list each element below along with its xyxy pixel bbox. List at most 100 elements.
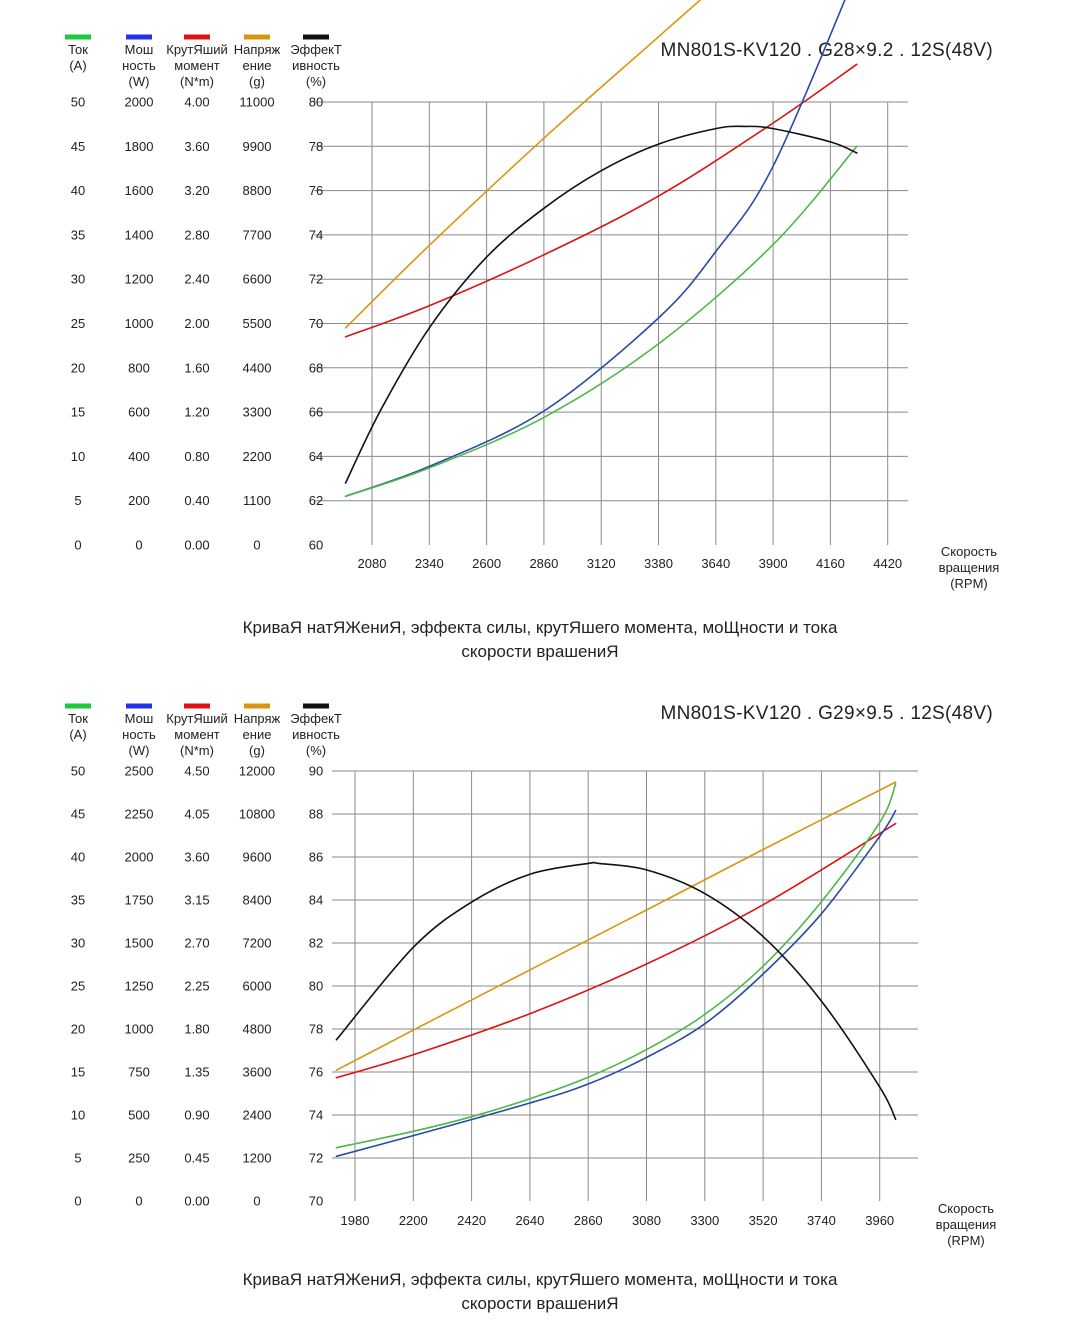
- chart-caption: скорости врашениЯ: [461, 642, 618, 661]
- axis-header-thrust: ение: [243, 58, 272, 73]
- y-tick-label-current: 5: [74, 1151, 81, 1166]
- y-tick-label-current: 50: [71, 764, 85, 779]
- axis-header-torque: КрутЯший: [166, 42, 227, 57]
- y-tick-label-thrust: 6000: [243, 979, 272, 994]
- y-tick-label-thrust: 12000: [239, 764, 275, 779]
- x-tick-label: 3900: [759, 556, 788, 571]
- y-tick-label-torque: 2.80: [184, 227, 209, 242]
- y-tick-label-current: 0: [74, 1194, 81, 1209]
- y-tick-label-efficiency: 86: [309, 850, 323, 865]
- series-line-current: [344, 145, 858, 498]
- y-tick-label-efficiency: 70: [309, 1194, 323, 1209]
- axis-header-current: (A): [69, 727, 86, 742]
- y-tick-label-power: 2250: [125, 807, 154, 822]
- y-tick-label-current: 35: [71, 227, 85, 242]
- legend-swatch-thrust: [244, 703, 270, 709]
- axis-header-power: ность: [122, 727, 156, 742]
- y-tick-label-current: 30: [71, 272, 85, 287]
- y-tick-label-efficiency: 66: [309, 405, 323, 420]
- series-line-power: [344, 0, 846, 498]
- y-tick-label-power: 2500: [125, 764, 154, 779]
- axis-header-power: Мош: [125, 42, 154, 57]
- y-tick-label-torque: 0.00: [184, 538, 209, 553]
- axis-header-torque: момент: [174, 727, 220, 742]
- y-tick-label-torque: 0.00: [184, 1194, 209, 1209]
- x-tick-label: 3120: [587, 556, 616, 571]
- x-axis-label: вращения: [939, 560, 1000, 575]
- x-axis-label: (RPM): [950, 576, 988, 591]
- y-tick-label-thrust: 0: [253, 538, 260, 553]
- y-tick-label-thrust: 3300: [243, 405, 272, 420]
- x-axis-label: Скорость: [938, 1201, 994, 1216]
- chart-caption: скорости врашениЯ: [461, 1294, 618, 1313]
- y-tick-label-torque: 2.40: [184, 272, 209, 287]
- x-tick-label: 3960: [865, 1213, 894, 1228]
- y-tick-label-torque: 3.15: [184, 893, 209, 908]
- y-tick-label-power: 750: [128, 1065, 150, 1080]
- y-tick-label-power: 400: [128, 449, 150, 464]
- x-tick-label: 2080: [358, 556, 387, 571]
- series-line-torque: [335, 822, 897, 1079]
- y-tick-label-efficiency: 80: [309, 95, 323, 110]
- y-tick-label-power: 2000: [125, 850, 154, 865]
- y-tick-label-thrust: 1200: [243, 1151, 272, 1166]
- axis-header-power: Мош: [125, 711, 154, 726]
- y-tick-label-thrust: 11000: [239, 95, 274, 110]
- y-tick-label-torque: 3.20: [184, 183, 209, 198]
- axis-header-efficiency: ЭффекТ: [290, 42, 342, 57]
- legend-swatch-torque: [184, 703, 210, 709]
- y-tick-label-efficiency: 60: [309, 538, 323, 553]
- y-tick-label-current: 40: [71, 850, 85, 865]
- legend-swatch-power: [126, 34, 152, 40]
- axis-header-current: (A): [69, 58, 86, 73]
- axis-header-thrust: Напряж: [234, 711, 281, 726]
- y-tick-label-current: 40: [71, 183, 85, 198]
- y-tick-label-thrust: 9600: [243, 850, 272, 865]
- y-tick-label-current: 20: [71, 360, 85, 375]
- series-line-efficiency: [344, 125, 858, 484]
- y-tick-label-efficiency: 70: [309, 316, 323, 331]
- legend-swatch-thrust: [244, 34, 270, 40]
- y-tick-label-power: 0: [135, 1194, 142, 1209]
- y-tick-label-torque: 0.40: [184, 493, 209, 508]
- y-tick-label-power: 1400: [125, 227, 154, 242]
- x-tick-label: 2600: [472, 556, 501, 571]
- x-tick-label: 3080: [632, 1213, 661, 1228]
- axis-header-power: (W): [129, 74, 150, 89]
- axis-header-efficiency: (%): [306, 74, 326, 89]
- x-tick-label: 2640: [515, 1213, 544, 1228]
- y-tick-label-torque: 2.70: [184, 936, 209, 951]
- axis-header-thrust: ение: [243, 727, 272, 742]
- y-tick-label-torque: 1.20: [184, 405, 209, 420]
- series-line-current: [335, 783, 897, 1149]
- y-tick-label-efficiency: 76: [309, 1065, 323, 1080]
- y-tick-label-torque: 1.35: [184, 1065, 209, 1080]
- y-tick-label-thrust: 4800: [243, 1022, 272, 1037]
- y-tick-label-power: 1250: [125, 979, 154, 994]
- x-axis-label: Скорость: [941, 544, 997, 559]
- series-line-efficiency: [335, 861, 897, 1121]
- legend-swatch-current: [65, 703, 91, 709]
- y-tick-label-current: 35: [71, 893, 85, 908]
- axis-header-thrust: Напряж: [234, 42, 281, 57]
- y-tick-label-thrust: 6600: [243, 272, 272, 287]
- y-tick-label-thrust: 8400: [243, 893, 272, 908]
- y-tick-label-current: 15: [71, 1065, 85, 1080]
- y-tick-label-efficiency: 72: [309, 1151, 323, 1166]
- axis-header-efficiency: ивность: [292, 58, 340, 73]
- y-tick-label-current: 45: [71, 807, 85, 822]
- legend-swatch-current: [65, 34, 91, 40]
- y-tick-label-efficiency: 78: [309, 1022, 323, 1037]
- y-tick-label-thrust: 8800: [243, 183, 272, 198]
- y-tick-label-current: 50: [71, 95, 85, 110]
- chart-title: MN801S-KV120 . G29×9.5 . 12S(48V): [660, 703, 993, 724]
- x-tick-label: 4160: [816, 556, 845, 571]
- axis-header-power: (W): [129, 743, 150, 758]
- y-tick-label-current: 10: [71, 1108, 85, 1123]
- y-tick-label-thrust: 4400: [243, 360, 272, 375]
- chart-title: MN801S-KV120 . G28×9.2 . 12S(48V): [660, 40, 993, 61]
- y-tick-label-current: 25: [71, 979, 85, 994]
- axis-header-thrust: (g): [249, 74, 265, 89]
